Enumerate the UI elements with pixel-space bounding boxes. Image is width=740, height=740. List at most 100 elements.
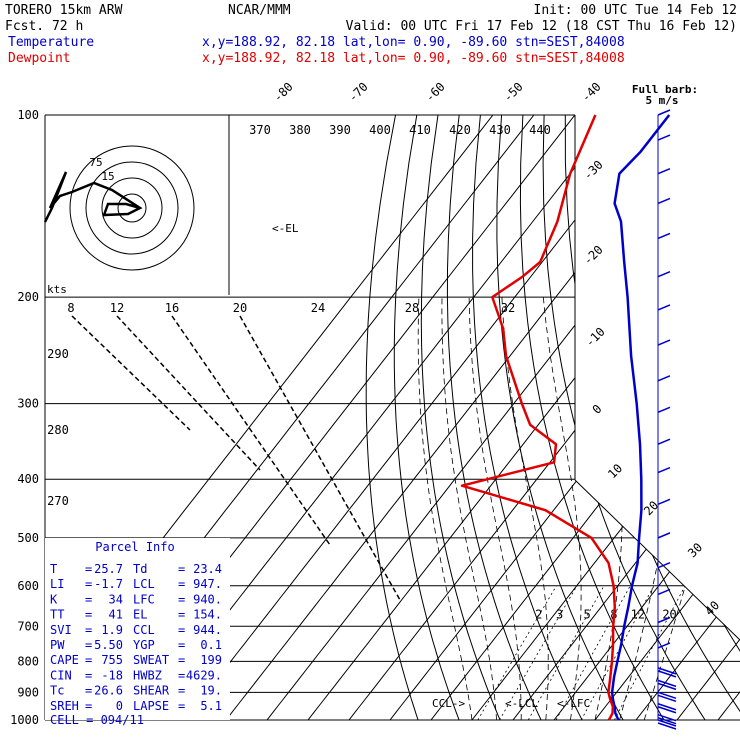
profile-lines: <-EL CCL-> <-LCL <-LFC [272,114,671,721]
dry-adiabat [472,115,583,720]
parcel-value-pw: 5.50 [94,638,123,652]
barb-flag [657,667,677,675]
barb-flag [657,304,671,311]
pressure-label-1000: 1000 [10,713,39,727]
pressure-label-400: 400 [17,472,39,486]
barb-flag [657,270,671,278]
wind-barb [657,703,677,714]
parcel-label-li: LI [50,577,64,591]
parcel-value-tt: 41 [109,608,123,622]
mixing-ratio-label-20: 20 [662,608,676,622]
parcel-value-cape: 755 [101,653,123,667]
wind-barb [657,498,671,505]
parcel-value-sreh: 0 [116,699,123,713]
wind-barb [657,719,677,730]
isotherm-label--70: -70 [346,80,371,105]
barb-flag-2 [657,706,677,714]
barb-flag [657,498,671,505]
parcel-value-hwbz: 4629. [186,668,222,682]
dry-adiabat [496,115,624,720]
forecast-hour: Fcst. 72 h [5,19,83,34]
hodo-ring-label-15: 15 [101,170,114,183]
temperature-profile [610,114,671,721]
wind-barb [657,466,671,474]
barb-flag-2 [657,694,677,703]
isotherm-label--30: -30 [581,158,606,183]
hodo-speed-guide-1 [71,315,191,431]
barb-flag [657,691,677,700]
dry-adiabat [692,115,740,720]
wind-barb [657,197,671,205]
parcel-eq: = [85,653,92,667]
theta-left-label-280: 280 [47,423,69,437]
barb-flag [657,109,671,116]
isotherm-label-10: 10 [605,461,625,481]
wind-barbs [657,109,677,730]
wind-barb [657,616,671,624]
barb-flag [657,406,671,413]
parcel-value-tc: 26.6 [94,684,123,698]
isotherm-label--10: -10 [583,325,608,350]
dry-adiabat [586,115,740,720]
hodo-speed-label-16: 16 [165,301,179,315]
isotherm [635,115,740,720]
parcel-label-lfc: LFC [133,592,155,606]
theta-left-label-270: 270 [47,494,69,508]
hodo-ring-4 [69,145,195,271]
isotherm-label-0: 0 [590,402,605,417]
parcel-label-pw: PW [50,638,65,652]
hodo-speed-label-28: 28 [405,301,419,315]
wind-barb [657,375,671,382]
isotherm-label-30: 30 [685,540,705,560]
parcel-label-cape: CAPE [50,653,79,667]
wind-barb [657,561,671,569]
parcel-value-lcl: 947. [193,577,222,591]
dry-adiabat [519,115,665,720]
parcel-eq: = [178,653,185,667]
pressure-label-900: 900 [17,685,39,699]
parcel-eq: = [85,699,92,713]
parcel-label-sreh: SREH [50,699,79,713]
hodo-unit-label: kts [47,283,67,296]
parcel-eq: = [178,623,185,637]
parcel-cell: CELL = 094/11 [50,713,144,727]
dry-adiabat [446,115,542,720]
dry-adiabat [734,115,740,720]
isotherm [307,115,740,720]
parcel-value-shear: 19. [200,684,222,698]
isotherm-label--60: -60 [423,80,448,105]
moist-adiabat [441,297,497,720]
parcel-eq: = [85,623,92,637]
valid-time: Valid: 00 UTC Fri 17 Feb 12 (18 CST Thu … [346,19,737,34]
barb-flag [657,197,671,205]
barb-flag [657,719,677,727]
theta-label-420: 420 [449,123,471,137]
mixing-ratio-label-3: 3 [556,608,563,622]
theta-label-390: 390 [329,123,351,137]
parcel-label-tt: TT [50,608,64,622]
barb-flag [657,339,671,346]
isotherm-label--40: -40 [579,80,604,105]
init-time: Init: 00 UTC Tue 14 Feb 12 [534,3,738,18]
dry-adiabat [542,115,706,720]
isotherm-label--80: -80 [271,80,296,105]
isotherm-label--50: -50 [501,80,526,105]
parcel-label-shear: SHEAR [133,684,170,698]
parcel-eq: = [85,562,92,576]
theta-label-430: 430 [489,123,511,137]
barb-flag [657,561,671,569]
theta-left-label-290: 290 [47,347,69,361]
barb-flag [657,438,671,445]
dewpoint-profile [460,114,617,721]
el-marker: <-EL [272,222,299,235]
dry-adiabat [628,115,740,720]
theta-label-400: 400 [369,123,391,137]
barb-flag [657,134,671,141]
pressure-label-700: 700 [17,619,39,633]
barb-flag [657,642,671,649]
parcel-value-t: 25.7 [94,562,123,576]
wind-barb [657,667,677,678]
parcel-value-lapse: 5.1 [200,699,222,713]
barb-flag-2 [657,722,677,730]
